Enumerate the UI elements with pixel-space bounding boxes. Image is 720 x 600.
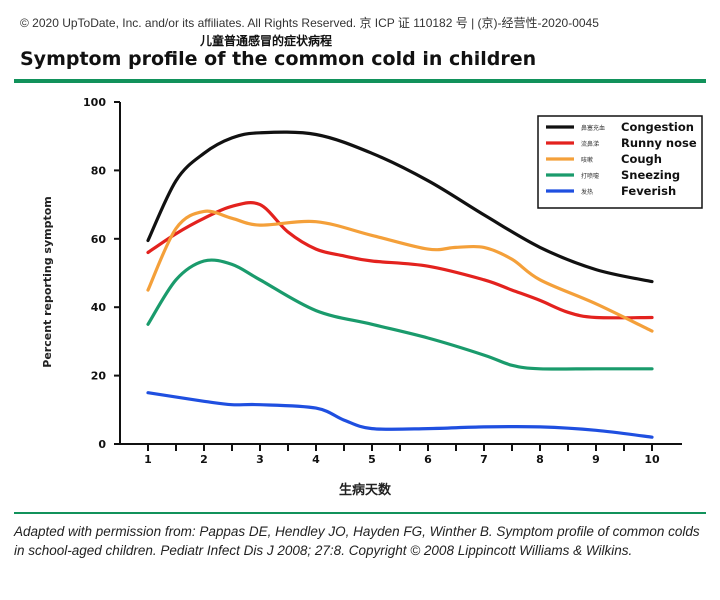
- legend: 鼻塞充血 Congestion 流鼻涕 Runny nose 咳嗽 Cough 打喷嚏 Sne…: [537, 115, 703, 209]
- legend-cn-label-sneezing: 打喷嚏: [581, 172, 599, 180]
- x-tick-label: 7: [480, 453, 488, 466]
- x-axis-label: 生病天数: [339, 482, 392, 498]
- legend-cn-label-cough: 咳嗽: [581, 156, 593, 164]
- y-tick-label: 60: [91, 233, 107, 246]
- figure-title: Symptom profile of the common cold in ch…: [20, 48, 537, 70]
- x-tick-label: 8: [536, 453, 544, 466]
- series-line-feverish: [146, 391, 654, 439]
- legend-label-congestion: Congestion: [621, 120, 694, 134]
- y-tick-label: 0: [98, 438, 106, 451]
- legend-label-sneezing: Sneezing: [621, 168, 680, 182]
- x-tick-label: 2: [200, 453, 208, 466]
- legend-cn-label-runny-nose: 流鼻涕: [581, 140, 599, 148]
- series-line-congestion: [146, 130, 654, 284]
- bottom-divider: [14, 512, 706, 514]
- x-tick-label: 10: [644, 453, 660, 466]
- chinese-subtitle: 儿童普通感冒的症状病程: [200, 34, 333, 48]
- x-tick-label: 5: [368, 453, 376, 466]
- legend-label-feverish: Feverish: [621, 184, 676, 198]
- source-caption: Adapted with permission from: Pappas DE,…: [14, 524, 700, 558]
- series-line-cough: [146, 209, 654, 333]
- legend-cn-label-feverish: 发热: [581, 188, 593, 196]
- axes-group: 0 20 40 60 80 100 1 2 3 4 5 6 7 8 9 10: [83, 96, 682, 466]
- y-tick-label: 20: [91, 370, 107, 383]
- legend-label-cough: Cough: [621, 152, 662, 166]
- x-tick-label: 3: [256, 453, 264, 466]
- x-tick-label: 6: [424, 453, 432, 466]
- series-line-sneezing: [146, 258, 654, 371]
- series-line-runny-nose: [146, 201, 654, 320]
- copyright-notice: © 2020 UpToDate, Inc. and/or its affilia…: [20, 16, 599, 30]
- x-tick-label: 4: [312, 453, 320, 466]
- y-tick-label: 80: [91, 164, 107, 177]
- y-tick-label: 40: [91, 301, 107, 314]
- top-divider: [14, 79, 706, 83]
- y-axis-label: Percent reporting symptom: [41, 196, 54, 367]
- line-chart: 0 20 40 60 80 100 1 2 3 4 5 6 7 8 9 10 鼻塞充血 Congestion 流鼻…: [41, 96, 703, 498]
- y-tick-label: 100: [83, 96, 106, 109]
- x-tick-label: 9: [592, 453, 600, 466]
- legend-label-runny-nose: Runny nose: [621, 136, 697, 150]
- x-tick-label: 1: [144, 453, 152, 466]
- series-lines: [146, 130, 654, 439]
- legend-box: [537, 115, 703, 209]
- legend-cn-label-congestion: 鼻塞充血: [581, 124, 605, 132]
